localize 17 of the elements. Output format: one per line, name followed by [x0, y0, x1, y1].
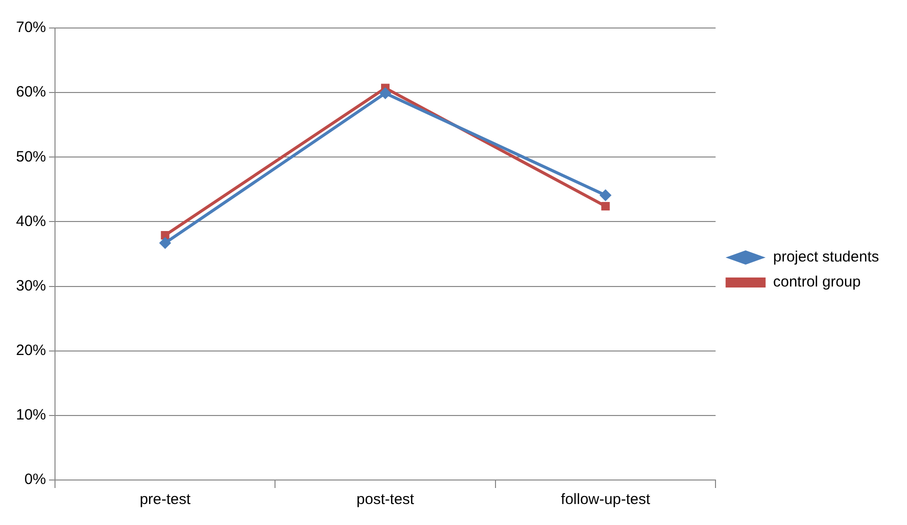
point	[600, 189, 612, 202]
y-tick-label: 50%	[16, 148, 46, 166]
y-tick-label: 10%	[16, 406, 46, 424]
y-tick-label: 70%	[16, 19, 46, 36]
legend-label: project students	[773, 248, 880, 266]
legend-label: control group	[773, 274, 861, 291]
x-tick-label: follow-up-test	[560, 491, 651, 508]
y-tick-label: 20%	[16, 342, 46, 359]
x-tick-label: post-test	[356, 491, 415, 508]
y-tick-label: 60%	[16, 84, 46, 101]
point	[159, 237, 172, 250]
y-tick-label: 0%	[24, 471, 46, 488]
point	[601, 202, 610, 210]
point	[379, 87, 392, 100]
y-tick-label: 30%	[16, 277, 46, 294]
x-tick-label: pre-test	[140, 491, 192, 508]
y-tick-label: 40%	[16, 212, 46, 230]
